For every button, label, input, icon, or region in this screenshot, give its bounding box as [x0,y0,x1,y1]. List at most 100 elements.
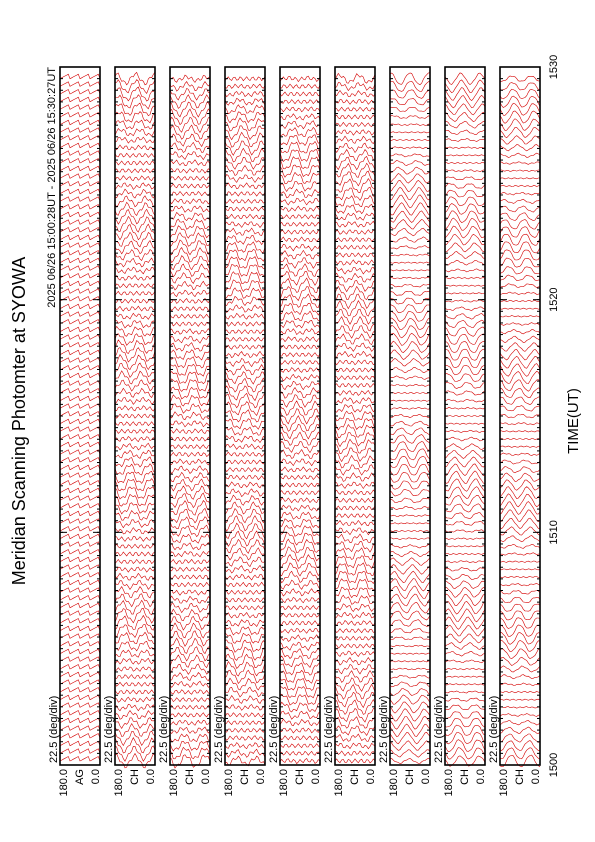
scan-trace [334,142,376,154]
scan-trace [389,375,431,380]
scan-trace [444,642,486,650]
scan-trace [389,420,431,427]
scan-trace [389,80,431,92]
scan-trace [169,428,211,435]
scan-trace [389,578,431,592]
scan-trace [334,533,376,544]
scan-trace [224,312,266,320]
scan-trace [499,445,541,448]
scan-trace [279,352,321,358]
scan-trace [444,103,486,116]
scan-trace [390,139,431,141]
scan-trace [59,372,101,379]
scan-trace [389,564,431,575]
scan-trace [59,694,101,701]
scan-trace [444,732,486,745]
scan-trace [114,94,156,110]
scan-trace [334,418,376,431]
panel-channel: CH [184,769,196,785]
scan-trace [224,451,266,457]
scan-trace [444,520,486,526]
scan-trace [224,235,266,246]
scan-trace [334,375,376,381]
scan-trace [279,293,321,308]
scan-trace [224,515,266,532]
scan-trace [334,170,376,187]
scan-trace [169,478,211,492]
scan-trace [224,522,266,540]
scan-trace [114,325,156,337]
scan-trace [334,106,376,112]
scan-trace [444,189,486,198]
scan-trace [224,271,266,284]
scan-trace [279,181,321,192]
scan-trace [114,502,156,515]
scan-trace [224,669,266,684]
scan-trace [59,572,101,578]
scan-trace [169,328,211,335]
panel-y-label: 0.0 [365,769,377,784]
scan-trace [334,432,376,448]
scan-trace [279,570,321,584]
scan-trace [444,724,486,736]
scan-trace [279,718,321,727]
scan-trace [169,297,211,304]
scan-trace [114,240,156,255]
scan-trace [169,342,211,352]
scan-trace [224,147,266,163]
scan-trace [334,586,376,599]
scan-trace [499,315,541,318]
scan-trace [114,709,156,720]
scan-trace [59,717,101,724]
scan-trace [499,198,541,204]
scan-trace [169,80,211,92]
scan-trace [169,321,211,327]
scan-trace [389,480,431,490]
scan-trace [334,541,376,553]
scan-trace [114,201,156,217]
scan-trace [169,306,211,312]
scan-trace [224,364,266,376]
x-axis-label: TIME(UT) [565,388,582,454]
scan-trace [114,631,156,645]
scan-trace [499,110,541,124]
scan-trace [389,297,431,305]
scan-trace [279,106,321,113]
scan-trace [334,555,376,569]
panel-frame [499,66,541,766]
scan-trace [334,547,376,560]
scan-trace [334,758,376,764]
scan-trace [114,493,156,507]
scan-trace [169,403,211,414]
scan-trace [499,430,541,433]
scan-trace [279,641,321,651]
scan-trace [224,336,266,342]
scan-trace [389,427,431,436]
scan-trace [169,499,211,516]
scan-trace [59,211,101,218]
scan-trace [114,127,156,137]
scan-trace [169,386,211,400]
scan-trace [444,739,486,753]
scan-trace [114,607,156,624]
scan-trace [224,686,266,698]
scan-trace [59,495,101,501]
scan-trace [279,628,321,634]
scan-trace [169,630,211,647]
scan-trace [114,566,156,573]
scan-trace [279,205,321,212]
scan-trace [334,129,376,136]
scan-trace [279,367,321,373]
scan-trace [59,311,101,317]
scan-trace [279,743,321,749]
scan-trace [59,748,101,754]
scan-trace [279,380,321,391]
scan-trace [389,441,431,452]
scan-trace [59,411,101,417]
scan-trace [279,735,321,741]
scan-trace [224,605,266,611]
scan-trace [499,363,541,377]
scan-trace [334,293,376,310]
scan-trace [59,165,101,172]
scan-trace [224,494,266,506]
